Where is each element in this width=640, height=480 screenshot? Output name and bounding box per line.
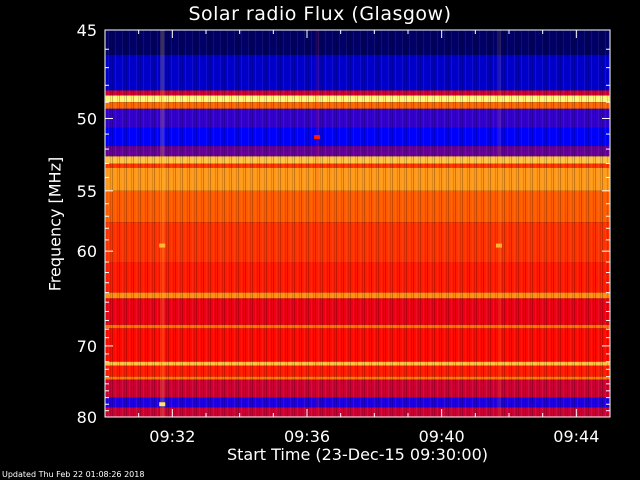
y-tick-label: 70 — [77, 337, 97, 356]
event-streak — [160, 30, 165, 417]
event-streak — [315, 30, 320, 417]
burst-events — [159, 30, 502, 417]
y-tick-label: 50 — [77, 109, 97, 128]
burst-event — [314, 135, 321, 140]
event-streak — [160, 30, 165, 417]
x-tick-label: 09:36 — [284, 427, 330, 446]
x-tick-label: 09:32 — [149, 427, 195, 446]
event-streak — [496, 30, 501, 417]
x-tick-label: 09:40 — [419, 427, 465, 446]
x-tick-label: 09:44 — [553, 427, 599, 446]
y-tick-label: 45 — [77, 21, 97, 40]
y-axis: 45 50 55 60 70 80 — [77, 21, 610, 427]
y-tick-label: 80 — [77, 408, 97, 427]
burst-event — [495, 243, 502, 248]
y-axis-label: Frequency [MHz] — [45, 156, 65, 292]
y-tick-label: 60 — [77, 242, 97, 261]
burst-event — [159, 402, 166, 407]
burst-event — [159, 243, 166, 248]
updated-timestamp: Updated Thu Feb 22 01:08:26 2018 — [2, 470, 145, 479]
chart-title: Solar radio Flux (Glasgow) — [188, 3, 452, 25]
x-axis-label: Start Time (23-Dec-15 09:30:00) — [226, 445, 489, 464]
x-axis: 09:32 09:36 09:40 09:44 — [138, 30, 599, 446]
plot-frame — [104, 29, 611, 418]
y-tick-label: 55 — [77, 182, 97, 201]
time-streaks — [105, 30, 610, 417]
